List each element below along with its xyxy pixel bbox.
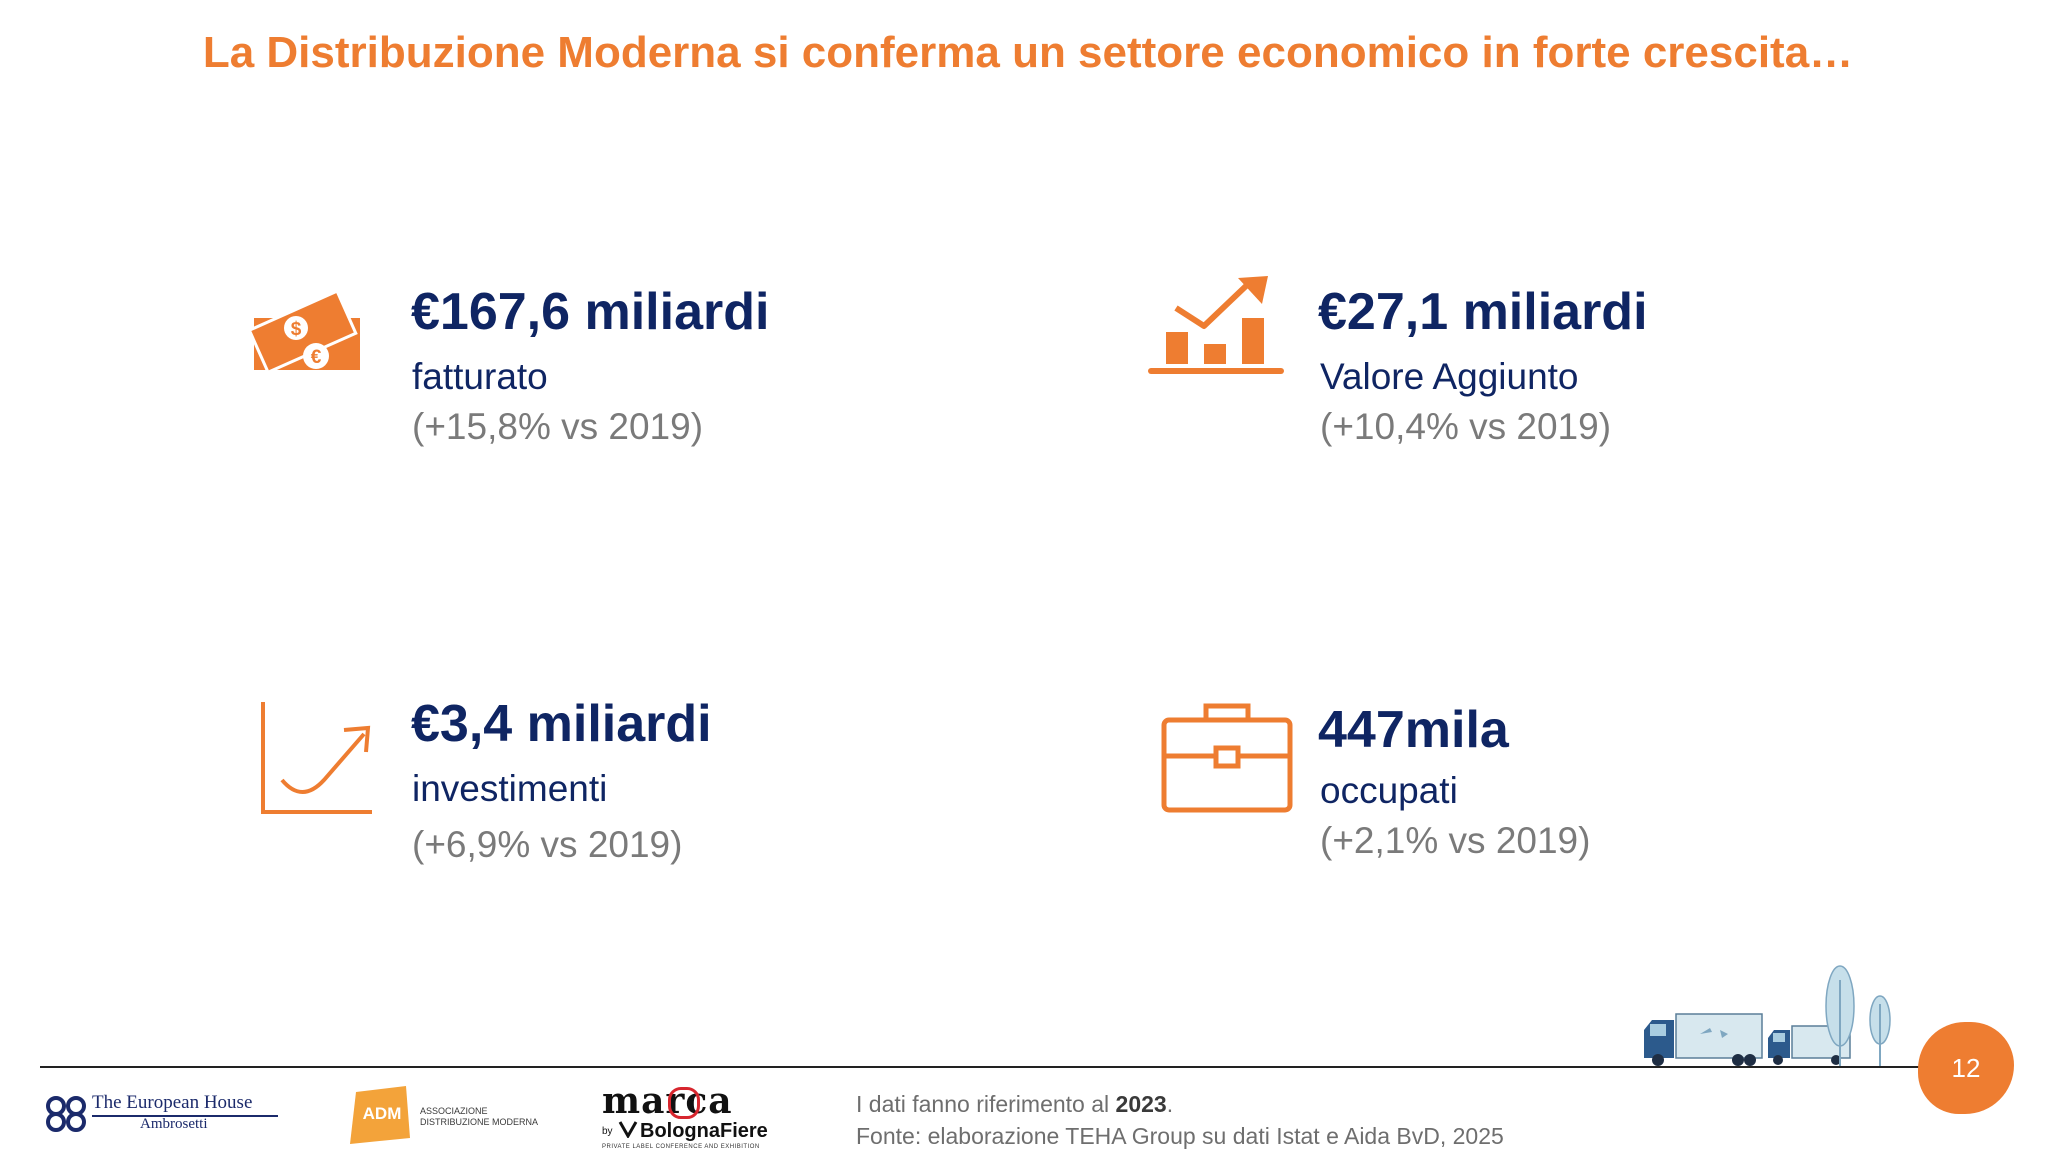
footer-source: Fonte: elaborazione TEHA Group su dati I… [856,1123,1504,1149]
kpi-value: €167,6 miliardi [411,283,770,341]
logo-marca: marca by BolognaFiere PRIVATE LABEL CONF… [600,1080,770,1152]
marca-word: marca [602,1080,733,1122]
footer-note-line1: I dati fanno riferimento al 2023. [856,1088,1504,1120]
footer-divider [40,1066,1920,1068]
trucks-trees-illustration [1644,965,1891,1066]
teha-line1: The European House [92,1092,253,1113]
kpi-label: fatturato [412,356,548,397]
kpi-label: investimenti [412,768,608,809]
kpi-change: (+6,9% vs 2019) [412,824,683,865]
kpi-change: (+15,8% vs 2019) [412,406,704,447]
bolognafiere-mark-icon [618,1121,638,1138]
marca-by: by [602,1126,613,1137]
kpi-value: €27,1 miliardi [1318,283,1648,341]
kpi-label: occupati [1320,770,1458,811]
teha-line2: Ambrosetti [140,1116,208,1132]
money-icon: $ € [248,290,360,375]
adm-mark-icon [350,1086,410,1144]
teha-underline [92,1115,278,1117]
marca-bologna: BolognaFiere [640,1120,768,1142]
kpi-value: €3,4 miliardi [411,695,712,753]
marca-r-badge [668,1087,700,1119]
bar-chart-growth-icon [1148,276,1284,374]
adm-line1: ASSOCIAZIONE [420,1106,488,1116]
line-chart-growth-icon [261,702,372,814]
note-suffix: . [1166,1091,1174,1117]
note-year: 2023 [1115,1091,1167,1117]
page-number-badge: 12 [1918,1022,2014,1114]
adm-mark-text: ADM [362,1104,402,1123]
tree-icon [1825,965,1891,1066]
kpi-label: Valore Aggiunto [1320,356,1579,397]
page-title: La Distribuzione Moderna si conferma un … [202,28,1854,77]
kpi-change: (+10,4% vs 2019) [1320,406,1612,447]
note-prefix: I dati fanno riferimento al [856,1091,1116,1117]
briefcase-icon [1161,703,1293,813]
truck-icon [1644,1013,1763,1066]
adm-line2: DISTRIBUZIONE MODERNA [420,1117,539,1127]
logo-teha: The European House Ambrosetti [44,1092,280,1138]
kpi-change: (+2,1% vs 2019) [1320,820,1591,861]
footer-note: I dati fanno riferimento al 2023. Fonte:… [856,1088,1504,1152]
marca-tagline: PRIVATE LABEL CONFERENCE AND EXHIBITION [602,1144,760,1150]
logo-adm: ADM ASSOCIAZIONE DISTRIBUZIONE MODERNA [348,1086,548,1144]
kpi-value: 447mila [1318,701,1509,759]
teha-emblem-icon [46,1096,86,1132]
svg-text:$: $ [291,319,302,340]
svg-text:€: € [311,347,322,368]
